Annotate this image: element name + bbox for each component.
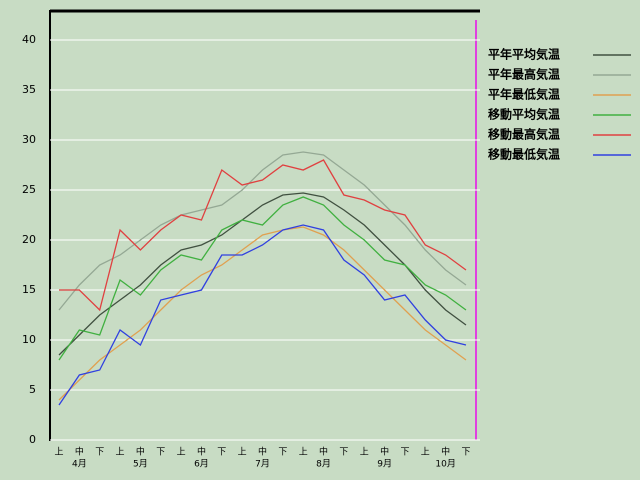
x-tick-label: 中 [441, 446, 450, 458]
x-tick-label: 上 [360, 447, 369, 458]
month-label: 4月 [72, 459, 87, 470]
x-tick-label: 中 [258, 446, 267, 458]
y-tick-label: 40 [22, 33, 36, 46]
month-label: 8月 [316, 459, 331, 470]
x-tick-label: 中 [136, 446, 145, 458]
y-tick-label: 5 [29, 383, 36, 396]
month-label: 6月 [194, 459, 209, 470]
y-tick-label: 30 [22, 133, 36, 146]
series-line [58, 224, 467, 406]
y-tick-label: 10 [22, 333, 36, 346]
month-label: 10月 [435, 459, 455, 470]
x-tick-label: 中 [75, 446, 84, 458]
legend-label: 平年平均気温 [488, 47, 560, 62]
legend-label: 移動最低気温 [488, 147, 560, 162]
series-line [58, 226, 467, 401]
legend-label: 移動平均気温 [488, 107, 560, 122]
month-label: 9月 [377, 459, 392, 470]
legend-label: 移動最高気温 [488, 127, 560, 142]
month-label: 7月 [255, 459, 270, 470]
series-line [58, 151, 467, 311]
series-line [59, 159, 467, 312]
x-tick-label: 上 [116, 447, 125, 458]
series-line [58, 192, 467, 356]
x-tick-label: 上 [299, 447, 308, 458]
y-tick-label: 25 [22, 183, 36, 196]
legend-label: 平年最高気温 [488, 67, 560, 82]
y-tick-label: 0 [29, 433, 36, 446]
x-tick-label: 上 [177, 447, 186, 458]
y-tick-label: 35 [22, 83, 36, 96]
x-tick-label: 上 [54, 447, 63, 458]
y-tick-label: 15 [22, 283, 36, 296]
x-tick-label: 下 [461, 448, 470, 458]
legend-label: 平年最低気温 [488, 87, 560, 102]
month-label: 5月 [133, 459, 148, 470]
x-tick-label: 中 [197, 446, 206, 458]
x-tick-label: 下 [278, 448, 287, 458]
x-tick-label: 下 [156, 448, 165, 458]
x-tick-label: 中 [380, 446, 389, 458]
y-tick-label: 20 [22, 233, 36, 246]
x-tick-label: 上 [238, 447, 247, 458]
series-line [58, 196, 467, 361]
x-tick-label: 下 [95, 448, 104, 458]
x-tick-label: 中 [319, 446, 328, 458]
x-tick-label: 上 [421, 447, 430, 458]
x-tick-label: 下 [400, 448, 409, 458]
x-tick-label: 下 [339, 448, 348, 458]
x-tick-label: 下 [217, 448, 226, 458]
